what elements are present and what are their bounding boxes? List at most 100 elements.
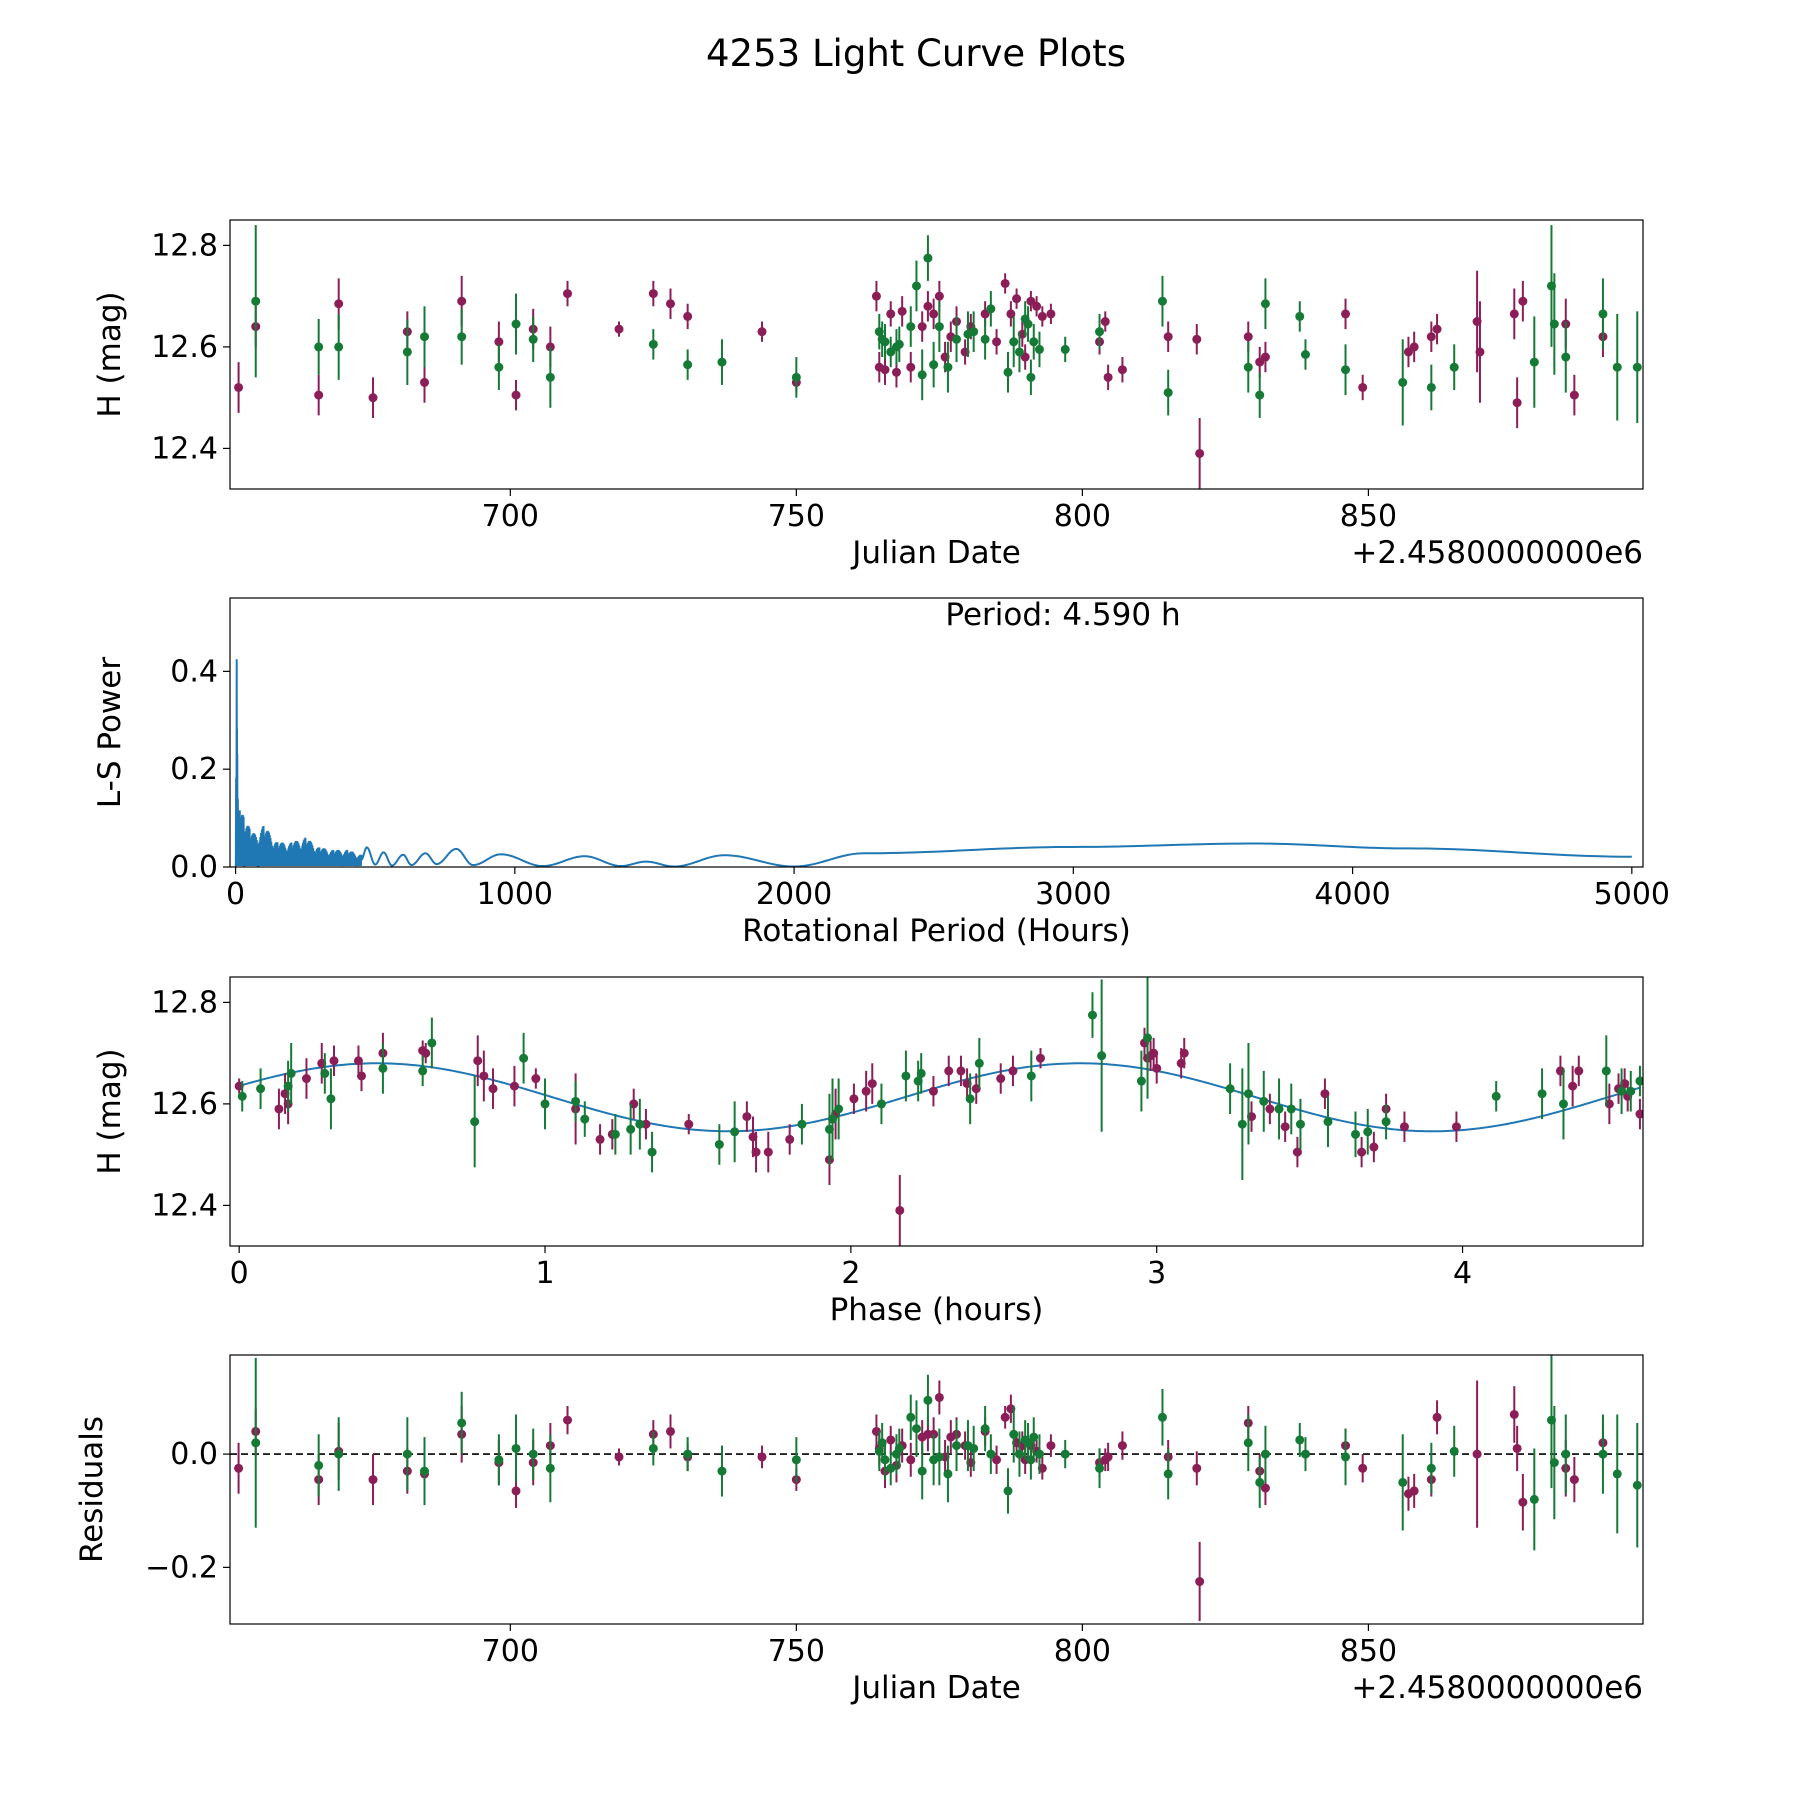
x-tick-label: 850: [1340, 499, 1397, 534]
data-point: [1569, 1475, 1579, 1485]
data-point: [1265, 1104, 1275, 1114]
data-point: [528, 334, 538, 344]
data-point: [648, 289, 658, 299]
data-point: [980, 334, 990, 344]
data-point: [528, 1449, 538, 1459]
data-point: [986, 304, 996, 314]
data-point: [1512, 1443, 1522, 1453]
data-point: [934, 1392, 944, 1402]
data-point: [1612, 1469, 1622, 1479]
x-tick-label: 4000: [1314, 877, 1390, 912]
data-point: [1569, 390, 1579, 400]
data-point: [917, 370, 927, 380]
data-point: [1491, 1091, 1501, 1101]
data-point: [301, 1074, 311, 1084]
y-tick-label: 12.6: [151, 1087, 218, 1122]
data-point: [511, 319, 521, 329]
data-point: [234, 382, 244, 392]
data-point: [1509, 309, 1519, 319]
data-point: [1449, 362, 1459, 372]
data-point: [531, 1074, 541, 1084]
data-point: [1295, 1435, 1305, 1445]
data-point: [911, 281, 921, 291]
data-point: [1003, 367, 1013, 377]
data-point: [571, 1096, 581, 1106]
data-point: [420, 332, 430, 342]
data-point: [1012, 294, 1022, 304]
data-point: [1598, 309, 1608, 319]
ls-power-line: [234, 659, 1632, 867]
data-point: [1087, 1010, 1097, 1020]
data-point: [511, 390, 521, 400]
residuals-series-red: [234, 1380, 1608, 1622]
lightcurve-plot-area: [234, 225, 1642, 489]
data-point: [1399, 1122, 1409, 1132]
data-point: [751, 1147, 761, 1157]
phased-frame: [229, 976, 1644, 1247]
data-point: [237, 1091, 247, 1101]
residuals-plot-area: [230, 1355, 1643, 1622]
data-point: [1451, 1122, 1461, 1132]
data-point: [923, 253, 933, 263]
y-axis-label: L-S Power: [92, 657, 128, 808]
data-point: [906, 362, 916, 372]
x-tick-label: 800: [1054, 1634, 1111, 1669]
data-point: [1561, 1449, 1571, 1459]
x-tick-label: 700: [482, 1634, 539, 1669]
residuals-frame: [229, 1354, 1644, 1625]
data-point: [992, 337, 1002, 347]
data-point: [1014, 1449, 1024, 1459]
data-point: [928, 1086, 938, 1096]
data-point: [494, 337, 504, 347]
data-point: [785, 1134, 795, 1144]
data-point: [1259, 1096, 1269, 1106]
data-point: [418, 1066, 428, 1076]
data-point: [1243, 1089, 1253, 1099]
data-point: [1558, 1099, 1568, 1109]
data-point: [1034, 1449, 1044, 1459]
data-point: [986, 1449, 996, 1459]
data-point: [494, 362, 504, 372]
data-point: [1026, 1071, 1036, 1081]
data-point: [1561, 352, 1571, 362]
data-point: [420, 1466, 430, 1476]
data-point: [511, 1443, 521, 1453]
data-point: [1260, 352, 1270, 362]
data-point: [1243, 332, 1253, 342]
data-point: [580, 1114, 590, 1124]
data-point: [1426, 1463, 1436, 1473]
data-point: [357, 1071, 367, 1081]
data-point: [545, 1463, 555, 1473]
data-point: [1195, 1577, 1205, 1587]
data-point: [943, 1469, 953, 1479]
data-point: [1369, 1142, 1379, 1152]
data-point: [943, 362, 953, 372]
data-point: [1409, 1486, 1419, 1496]
data-point: [849, 1094, 859, 1104]
data-point: [1237, 1119, 1247, 1129]
data-point: [1143, 1033, 1153, 1043]
y-tick-label: 0.2: [170, 752, 218, 787]
data-point: [895, 1205, 905, 1215]
data-point: [834, 1104, 844, 1114]
data-point: [563, 1415, 573, 1425]
x-tick-label: 850: [1340, 1634, 1397, 1669]
data-point: [1292, 1147, 1302, 1157]
data-point: [1014, 347, 1024, 357]
fit-model-curve: [238, 1062, 1641, 1133]
data-point: [1046, 1441, 1056, 1451]
data-point: [378, 1063, 388, 1073]
data-point: [1363, 1127, 1373, 1137]
data-point: [1003, 1486, 1013, 1496]
data-point: [1300, 1449, 1310, 1459]
data-point: [1000, 1412, 1010, 1422]
data-point: [1023, 319, 1033, 329]
data-point: [906, 1412, 916, 1422]
data-point: [683, 311, 693, 321]
data-point: [952, 334, 962, 344]
data-point: [880, 337, 890, 347]
y-tick-label: 12.4: [151, 1188, 218, 1223]
data-point: [923, 1395, 933, 1405]
y-tick-label: 0.0: [170, 850, 218, 885]
data-point: [1323, 1117, 1333, 1127]
